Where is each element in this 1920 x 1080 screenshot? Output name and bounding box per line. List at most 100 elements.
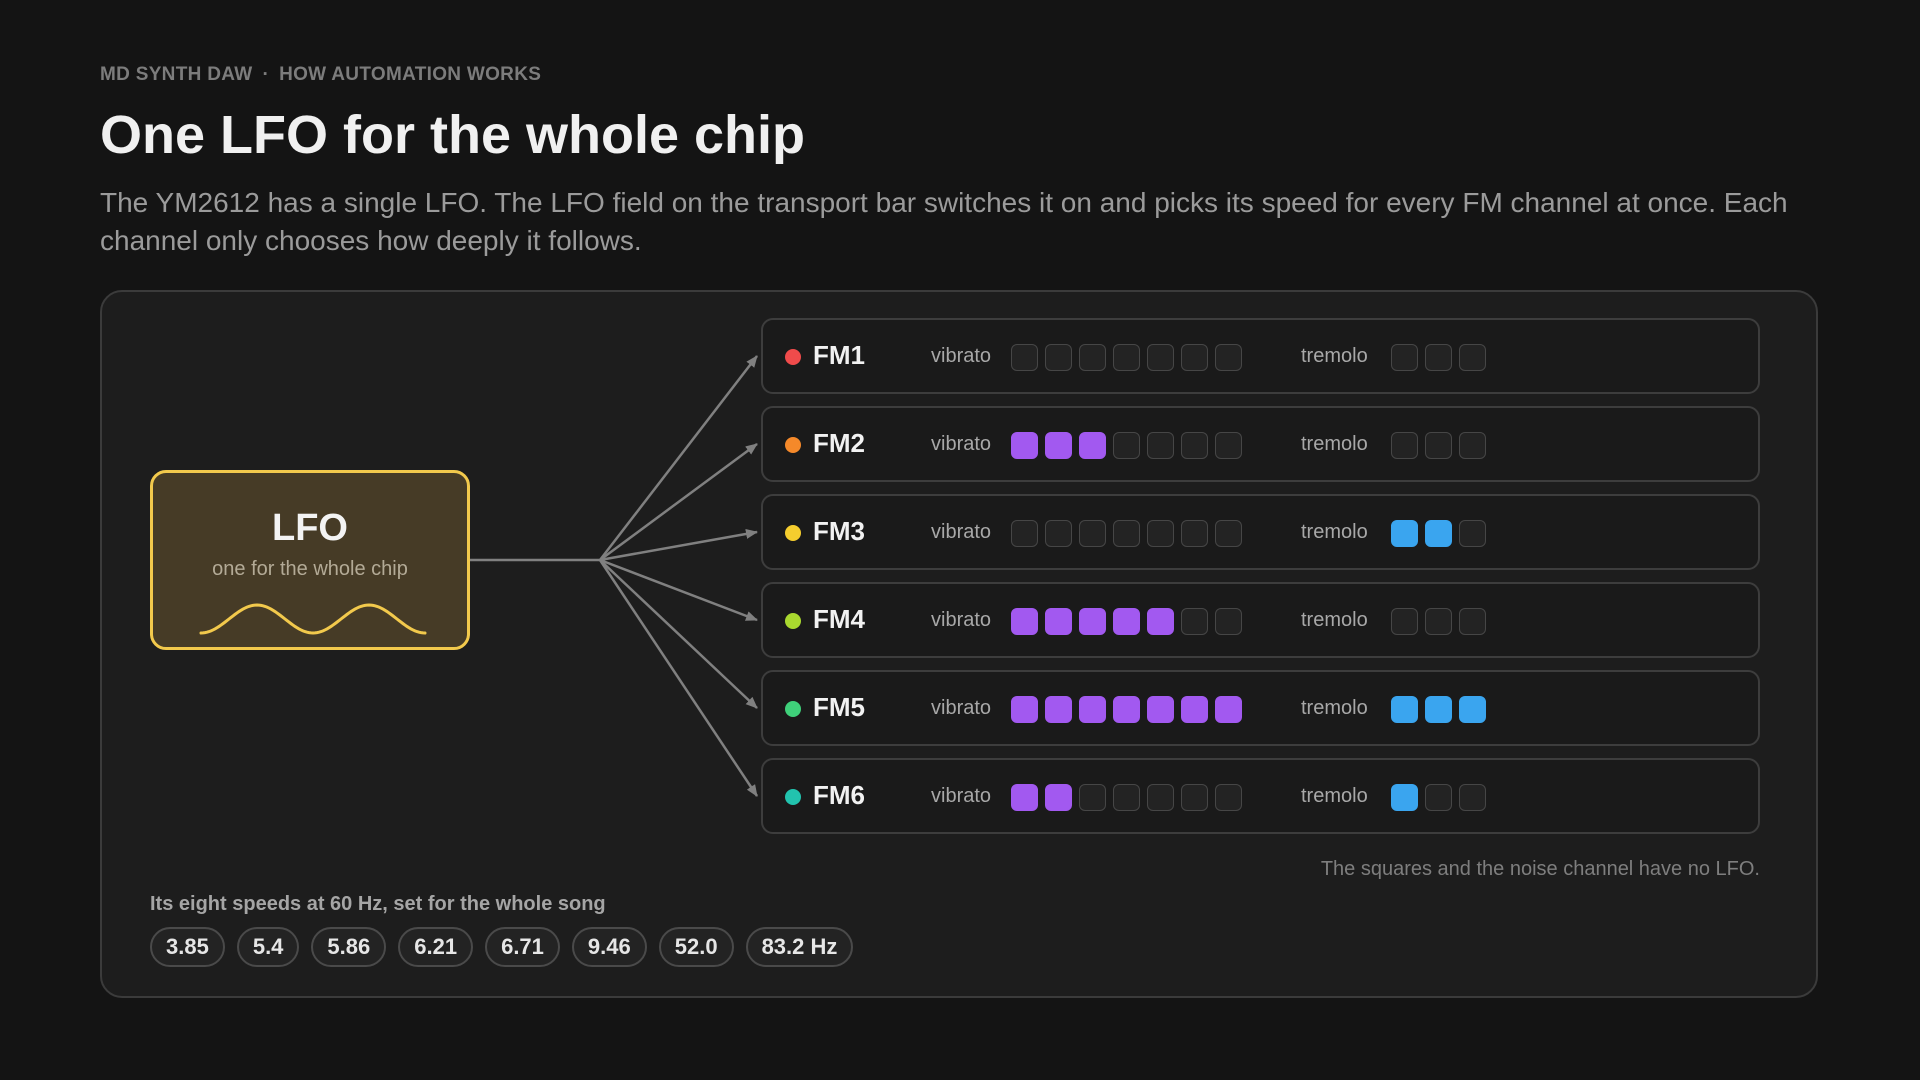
vibrato-depth-cell [1215, 784, 1242, 811]
breadcrumb-section: HOW AUTOMATION WORKS [279, 64, 542, 85]
page-subtitle: The YM2612 has a single LFO. The LFO fie… [100, 187, 1788, 256]
speed-chips: 3.85 5.4 5.86 6.21 6.71 9.46 52.0 83.2 Hz [150, 927, 854, 967]
vibrato-depth-cell [1147, 696, 1174, 723]
tremolo-depth-cell [1459, 696, 1486, 723]
vibrato-depth-cell [1045, 520, 1072, 547]
vibrato-depth-cell [1181, 608, 1208, 635]
speed-chip: 5.4 [236, 927, 300, 967]
channel-row-fm6: FM6 vibrato tremolo [761, 758, 1760, 834]
channel-row-fm1: FM1 vibrato tremolo [761, 318, 1760, 394]
channel-color-dot [785, 437, 801, 453]
vibrato-depth-cell [1079, 432, 1106, 459]
breadcrumb-separator: · [262, 64, 270, 85]
vibrato-depth-cell [1181, 520, 1208, 547]
vibrato-depth-cell [1011, 784, 1038, 811]
arrow-to-fm6 [598, 559, 759, 797]
speed-chip: 3.85 [150, 927, 225, 967]
vibrato-depth-meter [1011, 432, 1242, 459]
vibrato-depth-cell [1215, 520, 1242, 547]
tremolo-depth-cell [1425, 608, 1452, 635]
tremolo-depth-meter [1391, 432, 1486, 459]
arrow-to-fm1 [599, 355, 758, 561]
channel-name: FM4 [813, 604, 865, 634]
vibrato-depth-meter [1011, 696, 1242, 723]
page-title: One LFO for the whole chip [100, 105, 806, 165]
breadcrumb-app: MD SYNTH DAW [100, 64, 253, 85]
tremolo-label: tremolo [1301, 785, 1368, 807]
vibrato-depth-cell [1147, 520, 1174, 547]
channel-row-fm2: FM2 vibrato tremolo [761, 406, 1760, 482]
vibrato-depth-cell [1045, 608, 1072, 635]
tremolo-label: tremolo [1301, 521, 1368, 543]
vibrato-depth-cell [1147, 608, 1174, 635]
lfo-node: LFO one for the whole chip [150, 470, 470, 650]
channel-name: FM3 [813, 516, 865, 546]
tremolo-depth-cell [1425, 520, 1452, 547]
arrow-to-fm3 [599, 529, 758, 562]
speed-chip: 9.46 [571, 927, 647, 967]
vibrato-depth-cell [1215, 344, 1242, 371]
vibrato-label: vibrato [931, 433, 992, 455]
speed-chip: 5.86 [311, 927, 387, 967]
vibrato-depth-cell [1215, 608, 1242, 635]
vibrato-depth-cell [1045, 344, 1072, 371]
tremolo-depth-cell [1391, 344, 1418, 371]
tremolo-depth-cell [1425, 696, 1452, 723]
vibrato-depth-meter [1011, 784, 1242, 811]
tremolo-depth-cell [1391, 608, 1418, 635]
vibrato-depth-cell [1011, 432, 1038, 459]
channel-color-dot [785, 613, 801, 629]
vibrato-label: vibrato [931, 609, 992, 631]
arrow-to-fm2 [599, 442, 758, 562]
vibrato-depth-cell [1147, 344, 1174, 371]
vibrato-depth-cell [1113, 608, 1140, 635]
vibrato-depth-cell [1181, 784, 1208, 811]
tremolo-depth-meter [1391, 344, 1486, 371]
tremolo-depth-meter [1391, 608, 1486, 635]
vibrato-depth-cell [1181, 344, 1208, 371]
sine-wave-icon [199, 603, 427, 635]
channel-name: FM1 [813, 340, 865, 370]
tremolo-depth-cell [1459, 608, 1486, 635]
vibrato-depth-meter [1011, 520, 1242, 547]
tremolo-label: tremolo [1301, 345, 1368, 367]
vibrato-depth-cell [1181, 432, 1208, 459]
tremolo-depth-cell [1425, 784, 1452, 811]
tremolo-depth-cell [1425, 344, 1452, 371]
tremolo-depth-meter [1391, 520, 1486, 547]
vibrato-depth-cell [1079, 344, 1106, 371]
vibrato-depth-meter [1011, 344, 1242, 371]
vibrato-depth-cell [1079, 520, 1106, 547]
vibrato-depth-cell [1147, 432, 1174, 459]
vibrato-depth-cell [1045, 432, 1072, 459]
vibrato-depth-cell [1113, 432, 1140, 459]
vibrato-depth-cell [1147, 784, 1174, 811]
vibrato-depth-cell [1011, 696, 1038, 723]
vibrato-depth-cell [1011, 520, 1038, 547]
vibrato-depth-cell [1079, 696, 1106, 723]
speeds-label: Its eight speeds at 60 Hz, set for the w… [150, 893, 606, 915]
vibrato-label: vibrato [931, 785, 992, 807]
vibrato-depth-cell [1215, 696, 1242, 723]
vibrato-depth-cell [1181, 696, 1208, 723]
channel-color-dot [785, 349, 801, 365]
tremolo-label: tremolo [1301, 609, 1368, 631]
vibrato-depth-cell [1011, 344, 1038, 371]
tremolo-depth-cell [1459, 520, 1486, 547]
vibrato-depth-meter [1011, 608, 1242, 635]
tremolo-depth-cell [1391, 520, 1418, 547]
channel-row-fm5: FM5 vibrato tremolo [761, 670, 1760, 746]
speed-chip: 6.21 [398, 927, 474, 967]
arrow-to-fm5 [599, 559, 758, 709]
channel-row-fm3: FM3 vibrato tremolo [761, 494, 1760, 570]
tremolo-depth-cell [1391, 696, 1418, 723]
channel-name: FM5 [813, 692, 865, 722]
tremolo-depth-meter [1391, 784, 1486, 811]
tremolo-depth-cell [1391, 432, 1418, 459]
tremolo-depth-cell [1459, 432, 1486, 459]
breadcrumb: MD SYNTH DAW · HOW AUTOMATION WORKS [100, 64, 541, 86]
vibrato-depth-cell [1045, 696, 1072, 723]
channel-color-dot [785, 525, 801, 541]
speed-chip: 83.2 Hz [745, 927, 854, 967]
